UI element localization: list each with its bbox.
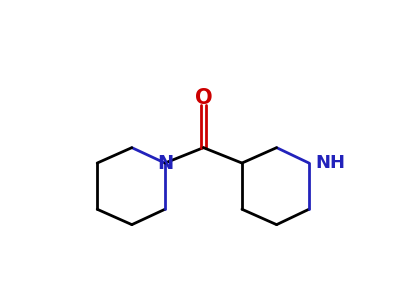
Text: NH: NH [315, 154, 345, 172]
Text: O: O [195, 88, 212, 108]
Text: N: N [157, 154, 173, 172]
